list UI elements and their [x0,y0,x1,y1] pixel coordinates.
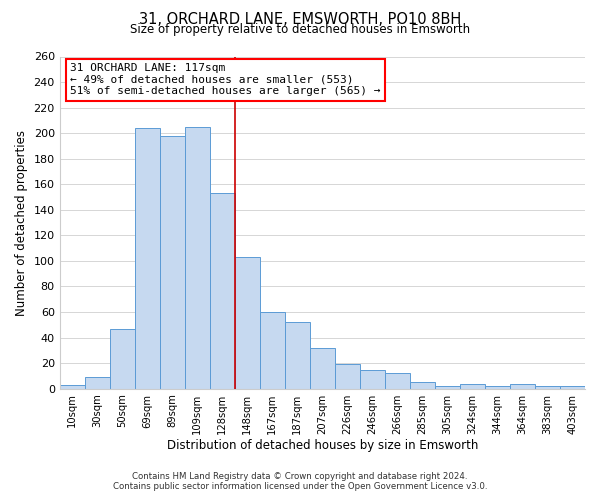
Text: Contains HM Land Registry data © Crown copyright and database right 2024.
Contai: Contains HM Land Registry data © Crown c… [113,472,487,491]
Bar [185,127,210,388]
Bar [260,312,285,388]
Bar [135,128,160,388]
Bar [85,377,110,388]
Bar [560,386,585,388]
Bar [235,257,260,388]
X-axis label: Distribution of detached houses by size in Emsworth: Distribution of detached houses by size … [167,440,478,452]
Bar [210,193,235,388]
Bar [385,374,410,388]
Text: 31 ORCHARD LANE: 117sqm
← 49% of detached houses are smaller (553)
51% of semi-d: 31 ORCHARD LANE: 117sqm ← 49% of detache… [70,63,380,96]
Bar [310,348,335,389]
Bar [360,370,385,388]
Text: 31, ORCHARD LANE, EMSWORTH, PO10 8BH: 31, ORCHARD LANE, EMSWORTH, PO10 8BH [139,12,461,26]
Bar [335,364,360,388]
Bar [535,386,560,388]
Bar [410,382,435,388]
Bar [59,385,85,388]
Bar [435,386,460,388]
Bar [285,322,310,388]
Bar [460,384,485,388]
Bar [160,136,185,388]
Bar [485,386,510,388]
Bar [110,328,135,388]
Bar [510,384,535,388]
Y-axis label: Number of detached properties: Number of detached properties [15,130,28,316]
Text: Size of property relative to detached houses in Emsworth: Size of property relative to detached ho… [130,22,470,36]
